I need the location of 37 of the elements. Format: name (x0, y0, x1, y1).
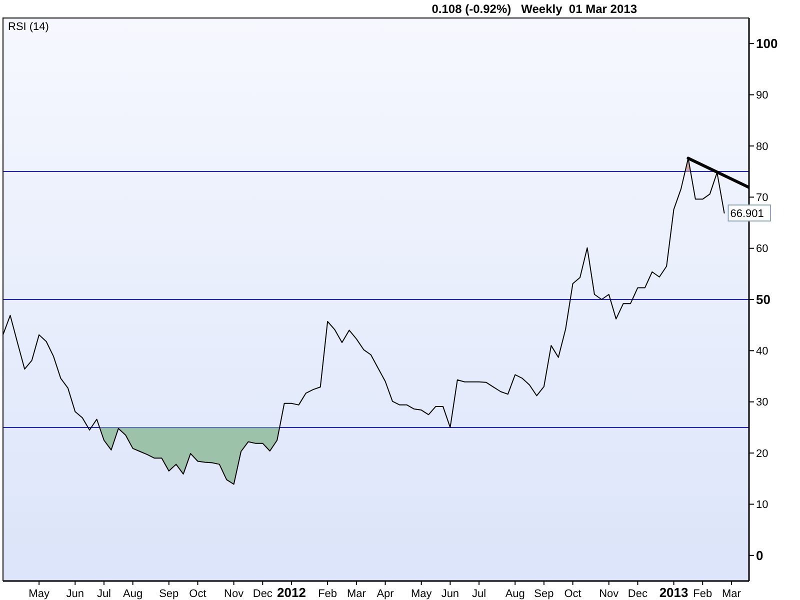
x-tick-label: Apr (376, 588, 394, 600)
x-tick-label: Feb (318, 588, 338, 600)
x-tick-label: Jun (66, 588, 84, 600)
x-tick-label: May (410, 588, 432, 600)
x-tick-label: Nov (224, 588, 244, 600)
x-tick-label: May (28, 588, 50, 600)
x-tick-label: Dec (628, 588, 648, 600)
x-tick-label: Dec (252, 588, 273, 600)
y-tick-label: 20 (756, 448, 768, 460)
x-tick-label: Aug (505, 588, 525, 600)
x-tick-label: Jul (96, 588, 112, 600)
x-tick-label: Mar (346, 588, 366, 600)
y-tick-label: 80 (756, 140, 768, 153)
x-tick-label: Jul (472, 588, 486, 600)
x-tick-label: Aug (123, 588, 143, 600)
y-tick-label: 40 (756, 346, 768, 358)
x-tick-label: Sep (534, 588, 554, 600)
x-tick-label: 2012 (277, 585, 306, 600)
y-tick-label: 100 (756, 36, 778, 52)
x-tick-label: Mar (722, 588, 742, 600)
x-tick-label: Jun (441, 588, 460, 600)
text: RSI (14) (8, 21, 49, 33)
x-tick-label: Oct (189, 588, 206, 600)
y-tick-label: 0 (756, 548, 764, 563)
x-tick-label: Nov (599, 588, 620, 600)
x-tick-label: Sep (159, 588, 179, 600)
y-tick-label: 90 (756, 90, 768, 102)
x-tick-label: Oct (564, 588, 582, 600)
y-tick-label: 30 (756, 396, 768, 409)
x-tick-label: Feb (693, 588, 712, 600)
y-tick-label: 50 (756, 292, 770, 308)
chart-title: 0.108 (-0.92%) Weekly 01 Mar 2013 (432, 2, 638, 16)
data-label: 66.901 (730, 208, 764, 220)
x-tick-label: 2013 (659, 585, 688, 600)
y-tick-label: 10 (756, 499, 768, 512)
y-tick-label: 70 (756, 192, 768, 204)
y-tick-label: 60 (756, 243, 768, 256)
